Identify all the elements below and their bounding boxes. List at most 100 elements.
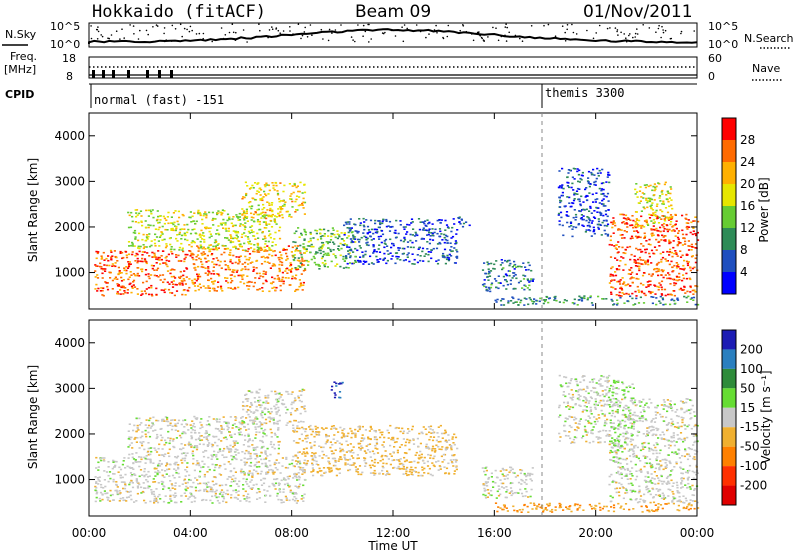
heatmap-cell <box>608 243 611 246</box>
heatmap-cell <box>216 444 219 447</box>
heatmap-cell <box>100 266 103 268</box>
heatmap-cell <box>234 480 237 482</box>
heatmap-cell <box>506 260 509 263</box>
heatmap-cell <box>401 247 404 250</box>
heatmap-cell <box>597 207 600 209</box>
heatmap-cell <box>230 235 233 238</box>
heatmap-cell <box>418 228 421 231</box>
heatmap-cell <box>687 222 690 224</box>
nsearch-point <box>171 24 174 27</box>
heatmap-cell <box>238 259 241 261</box>
heatmap-cell <box>330 469 333 472</box>
heatmap-cell <box>298 476 301 479</box>
heatmap-cell <box>215 455 218 458</box>
heatmap-cell <box>197 273 200 276</box>
heatmap-cell <box>302 497 305 499</box>
heatmap-cell <box>639 282 643 285</box>
heatmap-cell <box>214 464 217 466</box>
heatmap-cell <box>336 263 339 265</box>
heatmap-cell <box>309 424 312 427</box>
heatmap-cell <box>124 287 127 289</box>
heatmap-cell <box>194 232 197 234</box>
heatmap-cell <box>247 230 250 233</box>
heatmap-cell <box>97 287 100 290</box>
heatmap-cell <box>512 275 515 277</box>
heatmap-cell <box>140 290 143 293</box>
heatmap-cell <box>154 228 157 230</box>
heatmap-cell <box>271 470 275 473</box>
heatmap-cell <box>191 420 194 422</box>
heatmap-cell <box>273 189 276 191</box>
heatmap-cell <box>119 497 122 500</box>
heatmap-cell <box>402 259 405 262</box>
nsearch-point <box>155 24 158 26</box>
heatmap-cell <box>579 204 582 207</box>
heatmap-cell <box>218 264 221 267</box>
heatmap-cell <box>170 250 173 253</box>
heatmap-cell <box>210 272 213 275</box>
heatmap-cell <box>302 421 305 423</box>
heatmap-cell <box>180 238 183 240</box>
heatmap-cell <box>579 203 582 206</box>
heatmap-cell <box>234 489 237 491</box>
heatmap-cell <box>325 241 328 243</box>
heatmap-cell <box>278 397 281 400</box>
heatmap-cell <box>578 299 581 301</box>
heatmap-cell <box>325 434 328 437</box>
heatmap-cell <box>664 258 667 260</box>
heatmap-cell <box>178 485 181 487</box>
heatmap-cell <box>217 247 220 249</box>
heatmap-cell <box>254 417 257 420</box>
heatmap-cell <box>135 417 138 420</box>
heatmap-cell <box>511 277 514 279</box>
heatmap-cell <box>119 474 122 477</box>
heatmap-cell <box>222 245 225 247</box>
heatmap-cell <box>405 470 408 473</box>
heatmap-cell <box>105 471 109 473</box>
heatmap-cell <box>198 475 201 478</box>
heatmap-cell <box>189 216 192 219</box>
heatmap-cell <box>245 208 248 211</box>
heatmap-cell <box>651 202 654 204</box>
heatmap-cell <box>285 456 288 459</box>
heatmap-cell <box>372 250 376 253</box>
heatmap-cell <box>453 443 456 446</box>
heatmap-cell <box>580 298 584 300</box>
heatmap-cell <box>209 233 212 235</box>
heatmap-cell <box>343 244 346 246</box>
heatmap-cell <box>388 473 391 476</box>
heatmap-cell <box>651 214 654 217</box>
heatmap-cell <box>231 280 234 282</box>
heatmap-cell <box>180 452 184 455</box>
heatmap-cell <box>396 451 399 454</box>
heatmap-cell <box>421 250 424 253</box>
heatmap-cell <box>270 441 273 443</box>
heatmap-cell <box>219 211 222 214</box>
heatmap-cell <box>282 247 285 250</box>
heatmap-cell <box>278 200 281 203</box>
heatmap-cell <box>145 288 148 290</box>
heatmap-cell <box>636 224 640 226</box>
heatmap-cell <box>651 189 654 192</box>
heatmap-cell <box>342 255 345 258</box>
heatmap-cell <box>419 259 422 262</box>
heatmap-cell <box>127 278 130 281</box>
heatmap-cell <box>252 447 256 449</box>
heatmap-cell <box>383 242 386 245</box>
nsearch-point <box>202 37 204 40</box>
heatmap-cell <box>303 238 306 240</box>
heatmap-cell <box>155 437 158 440</box>
heatmap-cell <box>285 424 288 426</box>
heatmap-cell <box>506 283 509 286</box>
heatmap-cell <box>207 270 210 272</box>
heatmap-cell <box>222 218 225 221</box>
heatmap-cell <box>439 468 442 470</box>
heatmap-cell <box>225 230 228 232</box>
heatmap-cell <box>233 450 237 453</box>
heatmap-cell <box>208 416 211 418</box>
heatmap-cell <box>172 445 175 448</box>
heatmap-cell <box>229 448 232 450</box>
velocity-heatmap-cells <box>94 374 700 513</box>
heatmap-cell <box>219 222 222 225</box>
heatmap-cell <box>111 263 114 265</box>
